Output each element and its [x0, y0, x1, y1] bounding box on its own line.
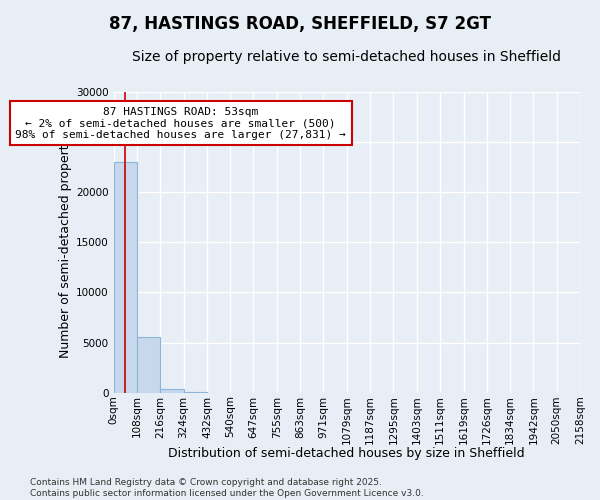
Bar: [113, 162, 137, 392]
Bar: [137, 338, 160, 392]
Y-axis label: Number of semi-detached properties: Number of semi-detached properties: [59, 126, 72, 358]
Text: 87, HASTINGS ROAD, SHEFFIELD, S7 2GT: 87, HASTINGS ROAD, SHEFFIELD, S7 2GT: [109, 15, 491, 33]
Bar: [160, 388, 184, 392]
Text: Contains HM Land Registry data © Crown copyright and database right 2025.
Contai: Contains HM Land Registry data © Crown c…: [30, 478, 424, 498]
Title: Size of property relative to semi-detached houses in Sheffield: Size of property relative to semi-detach…: [132, 50, 561, 64]
X-axis label: Distribution of semi-detached houses by size in Sheffield: Distribution of semi-detached houses by …: [169, 447, 525, 460]
Text: 87 HASTINGS ROAD: 53sqm
← 2% of semi-detached houses are smaller (500)
98% of se: 87 HASTINGS ROAD: 53sqm ← 2% of semi-det…: [15, 106, 346, 140]
